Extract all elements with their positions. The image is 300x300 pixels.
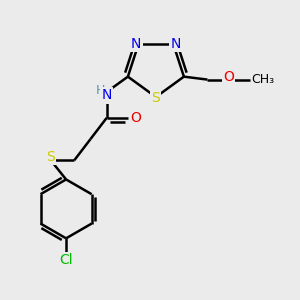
Text: S: S <box>46 150 55 164</box>
Text: Cl: Cl <box>59 254 73 267</box>
Text: N: N <box>131 37 141 51</box>
Text: CH₃: CH₃ <box>251 73 274 86</box>
Text: H: H <box>95 84 105 97</box>
Text: O: O <box>130 111 141 125</box>
Text: O: O <box>223 70 234 84</box>
Text: N: N <box>101 88 112 103</box>
Text: N: N <box>170 37 181 51</box>
Text: S: S <box>152 92 160 106</box>
